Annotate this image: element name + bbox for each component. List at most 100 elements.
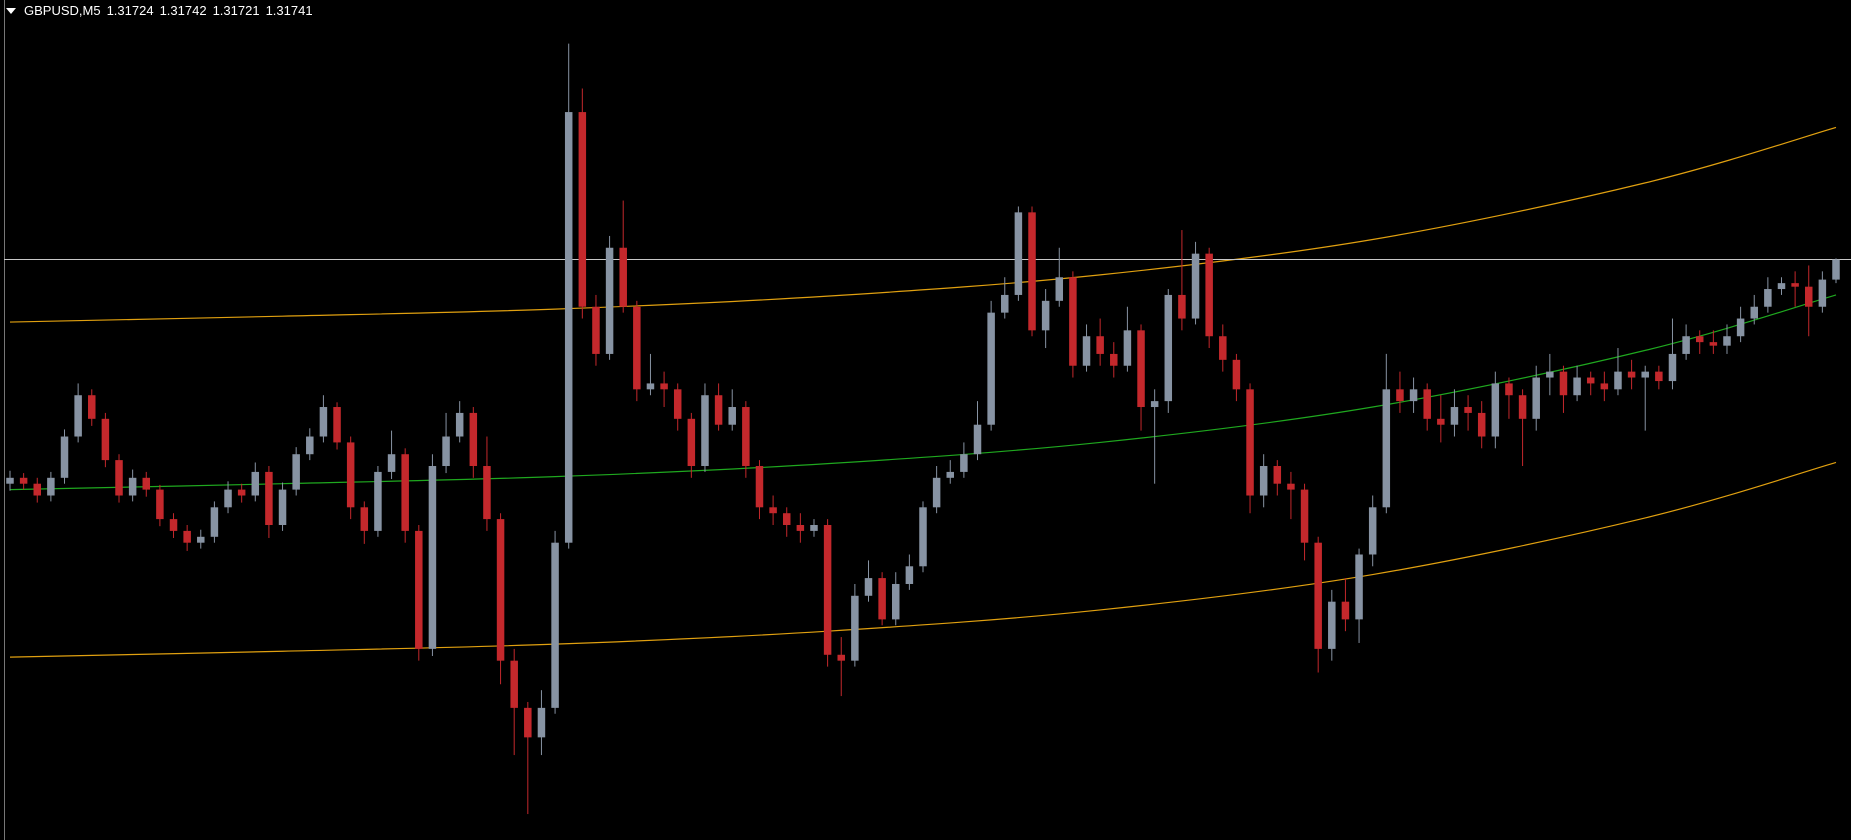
candle-body bbox=[469, 412, 478, 467]
candle-body bbox=[1477, 412, 1486, 437]
candle-body bbox=[33, 483, 42, 496]
candle-body bbox=[101, 418, 110, 461]
candle-body bbox=[1437, 418, 1445, 425]
candle-body bbox=[88, 395, 96, 419]
candle-body bbox=[1627, 371, 1636, 378]
candle-body bbox=[714, 395, 723, 425]
candle-body bbox=[1614, 371, 1622, 390]
candle-body bbox=[128, 477, 137, 496]
candle-body bbox=[864, 578, 873, 596]
candle-body bbox=[1818, 279, 1827, 307]
candle-body bbox=[1368, 507, 1377, 555]
candle-body bbox=[210, 507, 219, 537]
candle-body bbox=[237, 489, 246, 496]
candle-body bbox=[728, 407, 736, 425]
candle-body bbox=[755, 466, 764, 508]
candle-body bbox=[346, 442, 355, 508]
symbol: GBPUSD,M5 bbox=[24, 3, 101, 18]
candles bbox=[6, 43, 1840, 815]
candle-body bbox=[1750, 306, 1758, 319]
candle-body bbox=[1600, 383, 1609, 390]
candle-body bbox=[265, 471, 273, 525]
candle-body bbox=[1232, 359, 1241, 390]
candle-body bbox=[319, 407, 328, 437]
candle-body bbox=[878, 578, 886, 620]
candle-body bbox=[1014, 212, 1023, 295]
candle-body bbox=[1532, 377, 1540, 419]
candle-body bbox=[524, 707, 532, 738]
quote-low: 1.31721 bbox=[212, 3, 260, 18]
candle-body bbox=[1736, 318, 1745, 337]
candle-body bbox=[919, 507, 927, 567]
candle-body bbox=[1832, 259, 1840, 280]
candle-body bbox=[74, 395, 82, 437]
candle-body bbox=[742, 407, 750, 467]
candle-body bbox=[891, 583, 900, 620]
candle-body bbox=[551, 542, 559, 708]
candle-body bbox=[1287, 483, 1295, 490]
candle-body bbox=[1641, 371, 1649, 378]
candle-body bbox=[1137, 330, 1145, 408]
candle-body bbox=[633, 306, 641, 390]
candle-body bbox=[1219, 336, 1227, 360]
candle-body bbox=[1382, 389, 1391, 508]
channel-line bbox=[9, 461, 1837, 658]
candle-body bbox=[1300, 489, 1309, 543]
quote-high: 1.31742 bbox=[159, 3, 207, 18]
candle-body bbox=[1791, 283, 1799, 287]
candle-body bbox=[156, 489, 164, 520]
candle-body bbox=[1069, 277, 1077, 366]
candle-body bbox=[946, 471, 955, 478]
candle-body bbox=[1695, 336, 1704, 343]
candle-body bbox=[428, 466, 437, 649]
candle-body bbox=[1110, 353, 1118, 366]
candle-body bbox=[183, 530, 191, 543]
candle-body bbox=[960, 454, 968, 472]
candle-body bbox=[1668, 353, 1677, 382]
candle-body bbox=[251, 471, 260, 496]
menu-triangle[interactable] bbox=[6, 7, 16, 14]
candle-body bbox=[483, 466, 491, 520]
candle-body bbox=[1123, 330, 1132, 366]
candle-body bbox=[455, 412, 464, 437]
candle-body bbox=[1423, 389, 1431, 419]
candle-body bbox=[796, 525, 805, 531]
candle-body bbox=[1191, 253, 1200, 319]
candle-body bbox=[1314, 542, 1322, 649]
candle-body bbox=[1178, 294, 1186, 319]
candle-body bbox=[6, 477, 14, 484]
candle-body bbox=[306, 436, 314, 455]
candle-body bbox=[19, 477, 28, 484]
candle-body bbox=[1328, 601, 1336, 649]
candle-body bbox=[673, 389, 682, 419]
candle-body bbox=[1505, 383, 1513, 396]
candle-body bbox=[1082, 336, 1091, 366]
candle-body bbox=[701, 395, 709, 467]
candle-body bbox=[374, 471, 382, 531]
candle-body bbox=[1518, 395, 1527, 419]
candle-body bbox=[360, 507, 369, 531]
candle-body bbox=[278, 489, 287, 525]
candle-body bbox=[442, 436, 450, 467]
candle-body bbox=[1096, 336, 1104, 354]
candle-body bbox=[1682, 336, 1690, 354]
candle-body bbox=[592, 306, 600, 354]
candle-body bbox=[646, 383, 655, 390]
candle-body bbox=[660, 383, 668, 390]
candle-body bbox=[401, 454, 409, 531]
candle-body bbox=[537, 707, 546, 738]
candle-body bbox=[605, 247, 614, 354]
candle-body bbox=[510, 660, 518, 708]
candle-body bbox=[973, 424, 982, 455]
candle-body bbox=[905, 566, 914, 584]
candle-body bbox=[851, 595, 859, 661]
candle-body bbox=[1355, 554, 1363, 620]
candle-body bbox=[60, 436, 69, 478]
candle-body bbox=[1464, 407, 1472, 413]
candle-body bbox=[769, 507, 777, 514]
candle-body bbox=[1573, 377, 1581, 396]
candle-body bbox=[1041, 300, 1050, 331]
bands bbox=[4, 126, 1851, 658]
